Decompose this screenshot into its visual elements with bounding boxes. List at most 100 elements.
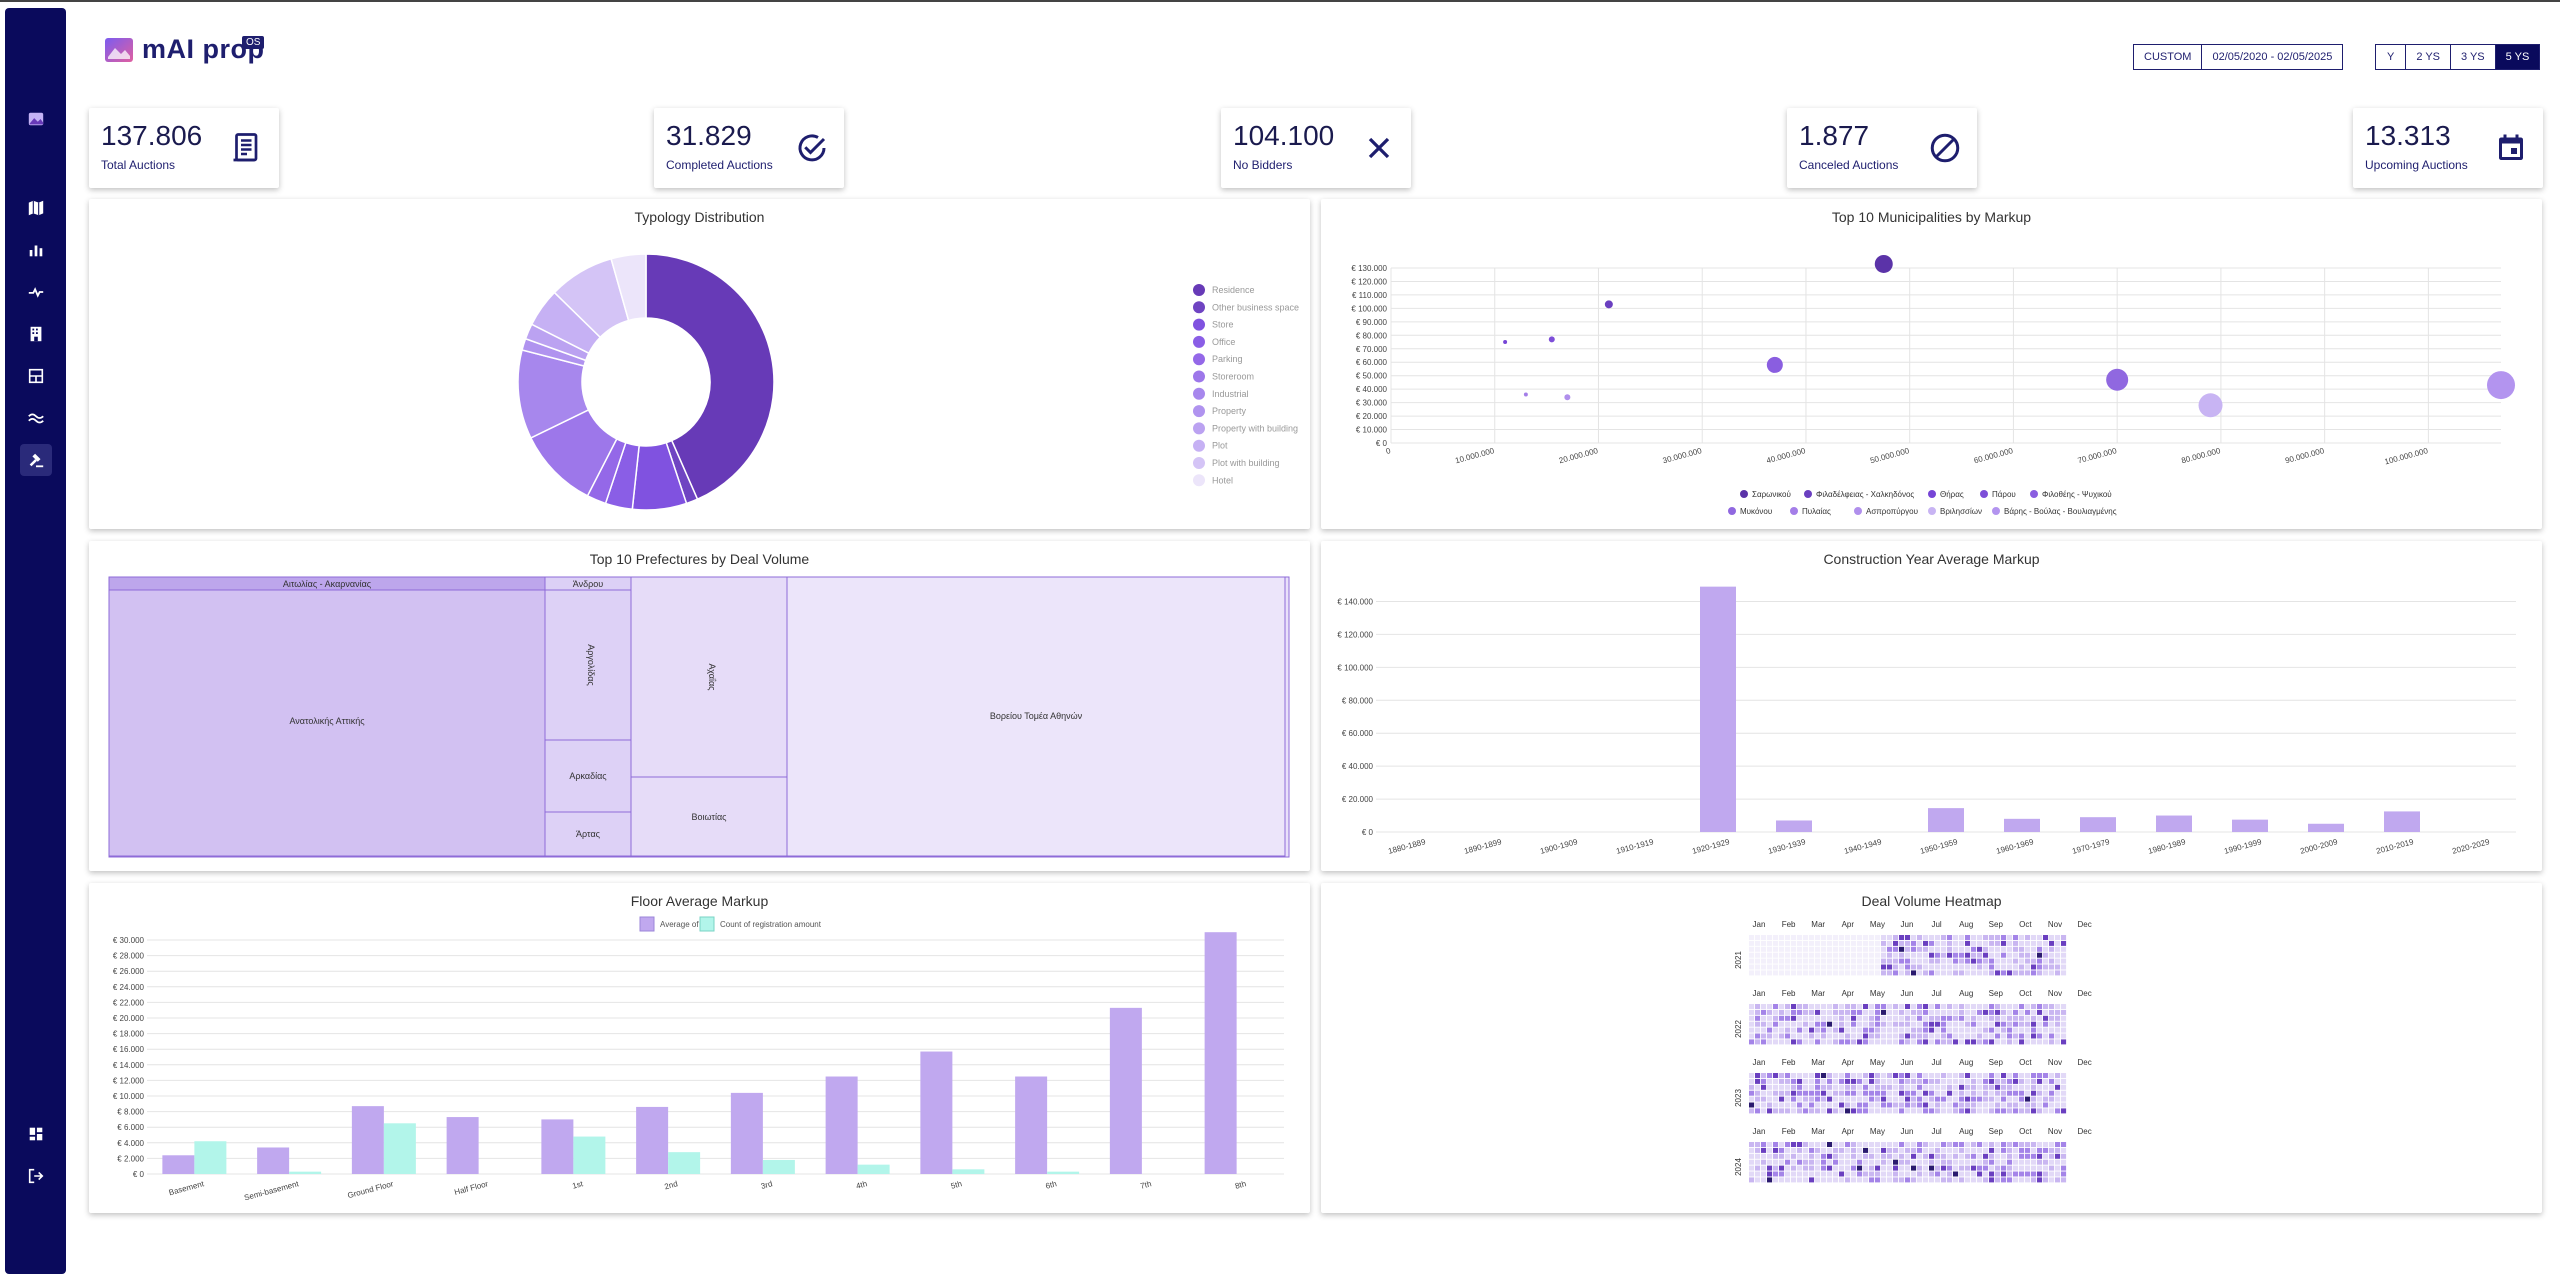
heatmap-cell[interactable] [2061,1108,2067,1114]
heatmap-cell[interactable] [2013,1108,2019,1114]
heatmap-cell[interactable] [2007,940,2013,946]
heatmap-cell[interactable] [1977,1084,1983,1090]
legend-swatch[interactable] [1193,301,1205,314]
heatmap-cell[interactable] [2037,1159,2043,1165]
heatmap-cell[interactable] [1953,1004,1959,1009]
heatmap-cell[interactable] [2013,1171,2019,1177]
heatmap-cell[interactable] [1917,1147,1923,1153]
heatmap-cell[interactable] [1827,946,1833,952]
heatmap-cell[interactable] [1803,1027,1809,1033]
heatmap-cell[interactable] [1899,1153,1905,1159]
legend-label[interactable]: Βάρης - Βούλας - Βουλιαγμένης [2004,507,2117,516]
heatmap-cell[interactable] [1875,946,1881,952]
heatmap-cell[interactable] [1833,1096,1839,1102]
heatmap-cell[interactable] [1857,1004,1863,1009]
heatmap-cell[interactable] [1767,970,1773,976]
heatmap-cell[interactable] [1761,1021,1767,1027]
heatmap-cell[interactable] [1983,1153,1989,1159]
heatmap-cell[interactable] [1833,1108,1839,1114]
image-icon[interactable] [20,103,52,135]
legend-label[interactable]: Φιλοθέης - Ψυχικού [2042,490,2112,499]
heatmap-cell[interactable] [1893,1033,1899,1039]
heatmap-cell[interactable] [1959,1177,1965,1183]
heatmap-cell[interactable] [1857,964,1863,970]
legend-swatch[interactable] [1193,457,1205,469]
heatmap-cell[interactable] [2001,970,2007,976]
heatmap-cell[interactable] [1995,1021,2001,1027]
heatmap-cell[interactable] [2025,1078,2031,1084]
heatmap-cell[interactable] [2043,1004,2049,1009]
heatmap-cell[interactable] [1773,1096,1779,1102]
heatmap-cell[interactable] [1761,964,1767,970]
heatmap-cell[interactable] [1851,1009,1857,1015]
heatmap-cell[interactable] [2055,946,2061,952]
heatmap-cell[interactable] [1749,1096,1755,1102]
heatmap-cell[interactable] [1833,1039,1839,1045]
heatmap-cell[interactable] [1971,940,1977,946]
heatmap-cell[interactable] [1761,1159,1767,1165]
heatmap-cell[interactable] [1821,946,1827,952]
heatmap-cell[interactable] [2049,964,2055,970]
heatmap-cell[interactable] [2049,1015,2055,1021]
heatmap-cell[interactable] [1809,1027,1815,1033]
date-range-button[interactable]: 02/05/2020 - 02/05/2025 [2202,44,2344,70]
heatmap-cell[interactable] [1809,1096,1815,1102]
heatmap-cell[interactable] [1947,946,1953,952]
heatmap-cell[interactable] [1755,1165,1761,1171]
bar[interactable] [2232,819,2268,832]
heatmap-cell[interactable] [1971,1090,1977,1096]
heatmap-cell[interactable] [1965,1096,1971,1102]
heatmap-cell[interactable] [1863,1171,1869,1177]
heatmap-cell[interactable] [1773,1073,1779,1078]
heatmap-cell[interactable] [1779,970,1785,976]
heatmap-cell[interactable] [1749,1021,1755,1027]
heatmap-cell[interactable] [1773,1021,1779,1027]
heatmap-cell[interactable] [2049,1073,2055,1078]
heatmap-cell[interactable] [1899,1078,1905,1084]
heatmap-cell[interactable] [1983,1009,1989,1015]
heatmap-cell[interactable] [2025,1084,2031,1090]
heatmap-cell[interactable] [1761,1015,1767,1021]
heatmap-cell[interactable] [1899,935,1905,940]
heatmap-cell[interactable] [1869,946,1875,952]
heatmap-cell[interactable] [1941,964,1947,970]
heatmap-cell[interactable] [1839,970,1845,976]
heatmap-cell[interactable] [2019,1165,2025,1171]
heatmap-cell[interactable] [2055,1153,2061,1159]
heatmap-cell[interactable] [1947,1108,1953,1114]
heatmap-cell[interactable] [1767,1171,1773,1177]
heatmap-cell[interactable] [1857,1090,1863,1096]
heatmap-cell[interactable] [1779,964,1785,970]
heatmap-cell[interactable] [1911,946,1917,952]
heatmap-cell[interactable] [1881,1159,1887,1165]
heatmap-cell[interactable] [1947,958,1953,964]
heatmap-cell[interactable] [2001,1153,2007,1159]
heatmap-cell[interactable] [2001,1004,2007,1009]
heatmap-cell[interactable] [2061,952,2067,958]
heatmap-cell[interactable] [1971,935,1977,940]
heatmap-cell[interactable] [1773,1090,1779,1096]
heatmap-cell[interactable] [1815,958,1821,964]
legend-label[interactable]: Μυκόνου [1740,507,1772,516]
heatmap-cell[interactable] [2025,1004,2031,1009]
heatmap-cell[interactable] [1887,1171,1893,1177]
heatmap-cell[interactable] [1797,1165,1803,1171]
heatmap-cell[interactable] [1881,1033,1887,1039]
heatmap-cell[interactable] [1881,940,1887,946]
heatmap-cell[interactable] [1929,1027,1935,1033]
heatmap-cell[interactable] [1827,1027,1833,1033]
heatmap-cell[interactable] [1761,1033,1767,1039]
heatmap-cell[interactable] [1785,1039,1791,1045]
heatmap-cell[interactable] [1911,1078,1917,1084]
heatmap-cell[interactable] [1803,958,1809,964]
heatmap-cell[interactable] [1959,1009,1965,1015]
heatmap-cell[interactable] [2025,1090,2031,1096]
legend-label[interactable]: Average of ... [660,920,707,929]
heatmap-cell[interactable] [1887,1108,1893,1114]
heatmap-cell[interactable] [1977,1039,1983,1045]
heatmap-cell[interactable] [2061,1153,2067,1159]
heatmap-cell[interactable] [1797,1027,1803,1033]
heatmap-cell[interactable] [1875,1159,1881,1165]
heatmap-cell[interactable] [1953,1033,1959,1039]
heatmap-cell[interactable] [1749,1039,1755,1045]
